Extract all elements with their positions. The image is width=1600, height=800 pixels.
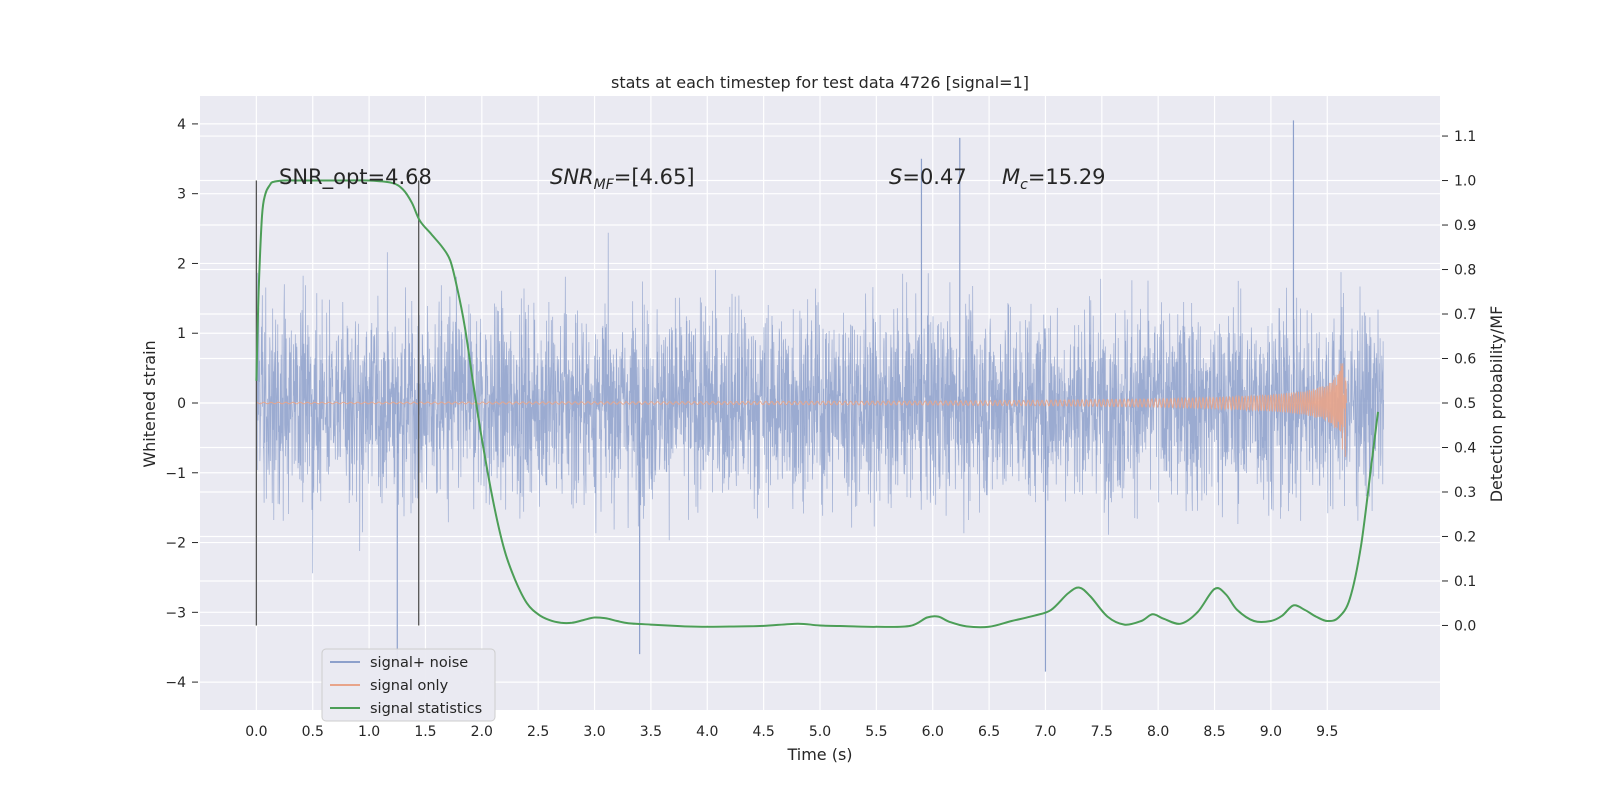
- vertical-markers: [255, 180, 420, 626]
- y-tick-label: 0: [177, 396, 186, 412]
- x-tick-label: 0.0: [245, 724, 267, 740]
- snr-mf-rest: =[4.65]: [614, 165, 695, 189]
- y-tick-label: 2: [177, 256, 186, 272]
- signal-noise-line: [256, 232, 1384, 574]
- x-tick-label: 7.5: [1091, 724, 1113, 740]
- x-tick-label: 7.0: [1034, 724, 1056, 740]
- y2-tick-label: 0.4: [1454, 440, 1476, 456]
- x-tick-label: 1.0: [358, 724, 380, 740]
- y2-tick-label: 1.1: [1454, 129, 1476, 145]
- signal-only-series: [256, 363, 1347, 457]
- y2-tick-label: 1.0: [1454, 174, 1476, 190]
- s-base: S: [889, 165, 902, 189]
- tick-labels: 0.0 0.5 1.0 1.5 2.0 2.5 3.0 3.5 4.0 4.5 5.0 5.5 6.0 6…: [165, 117, 1476, 740]
- y2-tick-label: 0.9: [1454, 218, 1476, 234]
- legend-label-signal-only: signal only: [370, 678, 449, 694]
- chart-title: stats at each timestep for test data 472…: [611, 73, 1029, 92]
- x-tick-label: 9.0: [1260, 724, 1282, 740]
- signal-noise-series: [256, 120, 1384, 672]
- x-tick-label: 2.5: [527, 724, 549, 740]
- snr-mf-sub: MF: [594, 177, 615, 193]
- x-tick-label: 1.5: [414, 724, 436, 740]
- x-tick-label: 9.5: [1316, 724, 1338, 740]
- y-tick-label: −3: [165, 605, 186, 621]
- x-tick-label: 8.0: [1147, 724, 1169, 740]
- signal-only-line: [256, 363, 1347, 457]
- x-tick-label: 6.5: [978, 724, 1000, 740]
- y2-tick-label: 0.6: [1454, 352, 1476, 368]
- y-tick-label: 3: [177, 187, 186, 203]
- y2-axis-label: Detection probability/MF: [1487, 306, 1506, 503]
- x-tick-label: 2.0: [471, 724, 493, 740]
- x-tick-label: 6.0: [922, 724, 944, 740]
- signal-statistics-line: [255, 179, 1379, 629]
- signal-statistics-series: [255, 179, 1379, 629]
- x-tick-label: 4.5: [753, 724, 775, 740]
- y2-tick-label: 0.1: [1454, 574, 1476, 590]
- y2-tick-label: 0.0: [1454, 618, 1476, 634]
- annotation-snr-opt: SNR_opt=4.68: [279, 165, 432, 190]
- annotation-mc: Mc=15.29: [1002, 165, 1106, 193]
- y-tick-label: −2: [165, 536, 186, 552]
- x-tick-label: 3.5: [640, 724, 662, 740]
- y-tick-label: 1: [177, 326, 186, 342]
- x-tick-label: 8.5: [1203, 724, 1225, 740]
- annotation-s: S=0.47: [889, 165, 967, 189]
- mc-sub: c: [1020, 177, 1028, 193]
- x-tick-label: 5.0: [809, 724, 831, 740]
- legend-label-signal-noise: signal+ noise: [370, 655, 468, 671]
- mc-rest: =15.29: [1028, 165, 1106, 189]
- y2-tick-label: 0.2: [1454, 529, 1476, 545]
- y2-tick-label: 0.5: [1454, 396, 1476, 412]
- x-tick-label: 3.0: [583, 724, 605, 740]
- y2-tick-label: 0.3: [1454, 485, 1476, 501]
- mc-base: M: [1002, 165, 1020, 189]
- snr-mf-base: SNR: [550, 165, 594, 189]
- legend-box: [321, 648, 496, 722]
- y-tick-label: 4: [177, 117, 186, 133]
- y2-tick-label: 0.7: [1454, 307, 1476, 323]
- legend: signal+ noise signal only signal statist…: [321, 648, 496, 722]
- x-tick-label: 4.0: [696, 724, 718, 740]
- legend-label-signal-statistics: signal statistics: [370, 701, 482, 717]
- s-rest: =0.47: [902, 165, 966, 189]
- y-axis-label: Whitened strain: [140, 340, 159, 467]
- x-axis-label: Time (s): [786, 745, 852, 764]
- y2-tick-label: 0.8: [1454, 263, 1476, 279]
- x-tick-label: 5.5: [865, 724, 887, 740]
- y-tick-label: −4: [165, 675, 186, 691]
- annotation-snr-mf: SNRMF=[4.65]: [550, 165, 695, 193]
- y-tick-label: −1: [165, 466, 186, 482]
- x-tick-label: 0.5: [302, 724, 324, 740]
